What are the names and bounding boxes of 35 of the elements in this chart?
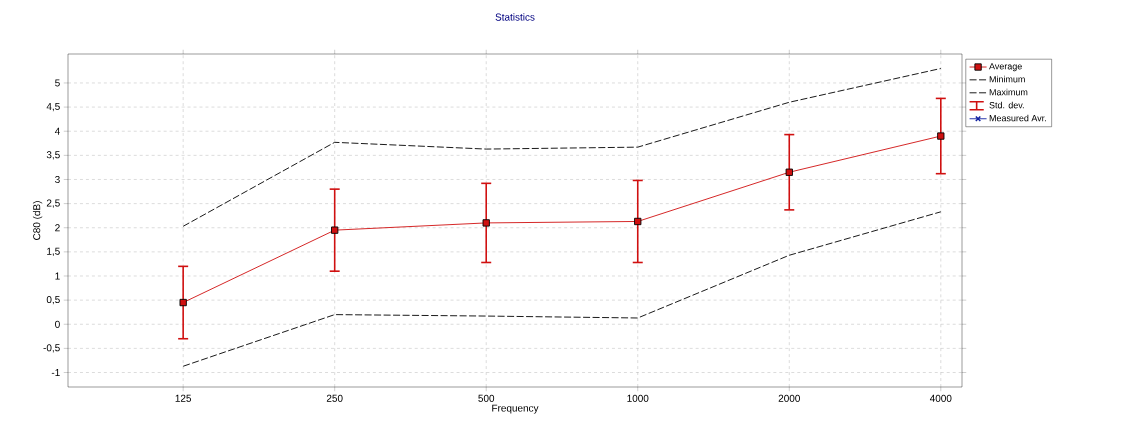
y-tick-label: 3,5 bbox=[46, 151, 60, 160]
y-axis-title: C80 (dB) bbox=[32, 201, 43, 240]
legend-label: Minimum bbox=[989, 75, 1025, 83]
line-series bbox=[182, 211, 942, 367]
x-tick-label: 500 bbox=[478, 394, 495, 402]
y-tick-label: 4 bbox=[54, 127, 60, 135]
chart-title: Statistics bbox=[495, 13, 535, 21]
legend-label: Maximum bbox=[989, 88, 1028, 96]
y-tick-label: 2,5 bbox=[46, 199, 60, 208]
x-tick-label: 250 bbox=[326, 394, 343, 402]
y-tick-label: 1,5 bbox=[47, 247, 60, 256]
legend-label: Std. dev. bbox=[989, 101, 1024, 109]
point bbox=[331, 226, 339, 234]
y-tick-label: 0,5 bbox=[46, 296, 60, 305]
y-tick-label: 0 bbox=[55, 320, 60, 328]
legend-label: Measured Avr. bbox=[989, 114, 1046, 122]
x-tick-label: 1000 bbox=[627, 394, 649, 402]
legend-label: Average bbox=[989, 63, 1022, 72]
y-tick-label: 2 bbox=[55, 224, 60, 232]
line-series bbox=[182, 68, 942, 227]
x-tick-label: 4000 bbox=[929, 394, 952, 402]
point bbox=[937, 132, 945, 140]
point bbox=[179, 298, 187, 307]
y-tick-label: 3 bbox=[55, 175, 60, 183]
y-tick-label: 4,5 bbox=[46, 103, 60, 112]
y-tick-label: -1 bbox=[51, 369, 60, 376]
x-axis-title: Frequency bbox=[492, 404, 539, 414]
y-tick-label: 5 bbox=[55, 79, 60, 87]
y-tick-label: -0,5 bbox=[43, 344, 60, 353]
x-tick-label: 2000 bbox=[778, 394, 800, 402]
y-tick-label: 1 bbox=[55, 272, 60, 280]
point bbox=[634, 217, 642, 226]
point bbox=[482, 219, 490, 227]
x-tick-label: 125 bbox=[175, 394, 192, 402]
point bbox=[785, 168, 793, 176]
